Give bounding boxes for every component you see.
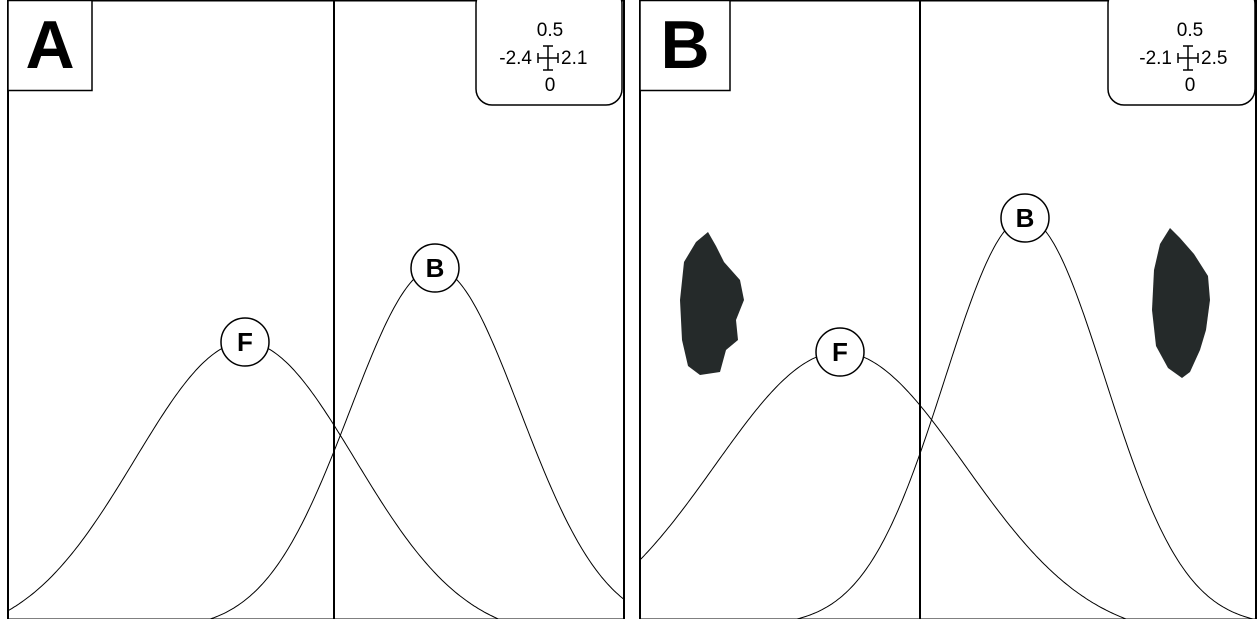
curve <box>7 341 513 624</box>
curve-label: F <box>237 327 253 357</box>
legend-left: -2.4 <box>499 48 532 69</box>
curve-label: B <box>1016 203 1035 233</box>
panel-label: A <box>25 7 74 83</box>
legend-right: 2.1 <box>561 48 587 69</box>
curve <box>756 217 1257 624</box>
panel: A 0.5-2.4 2.10 F B <box>7 0 625 624</box>
legend-cross <box>1177 45 1199 71</box>
legend-box <box>1107 0 1256 106</box>
curve-label-circle <box>410 243 460 293</box>
panel: B 0.5-2.1 2.50 F B <box>639 0 1257 624</box>
curve-label-circle <box>815 327 865 377</box>
dark-blob <box>1152 228 1210 378</box>
curve-label-circle <box>1000 193 1050 243</box>
dark-blob <box>680 232 744 375</box>
legend-top: 0.5 <box>1177 20 1203 41</box>
curve <box>639 351 1143 624</box>
label-box <box>7 0 93 92</box>
legend-cross <box>537 45 559 71</box>
legend-bottom: 0 <box>545 75 556 96</box>
legend-left: -2.1 <box>1139 48 1172 69</box>
legend-right: 2.5 <box>1201 48 1227 69</box>
legend-bottom: 0 <box>1185 75 1196 96</box>
legend-top: 0.5 <box>537 20 563 41</box>
curve-label-circle <box>220 317 270 367</box>
curve-label: F <box>832 337 848 367</box>
curve-label: B <box>426 253 445 283</box>
panel-label: B <box>660 7 709 83</box>
legend-box <box>475 0 623 106</box>
curve <box>188 267 625 624</box>
label-box <box>639 0 731 92</box>
